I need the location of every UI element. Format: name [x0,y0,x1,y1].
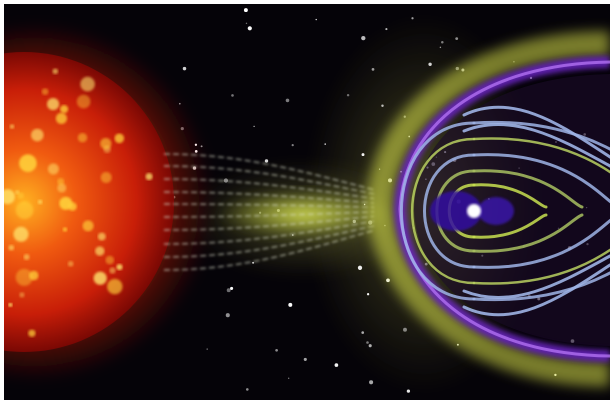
illustration-canvas [4,4,610,400]
star-icon [253,125,255,128]
star-icon [303,357,307,361]
star-icon [441,41,444,44]
star-icon [368,344,372,348]
star-icon [385,28,388,31]
star-icon [357,265,363,270]
sun-icon [4,22,214,382]
star-icon [245,388,249,391]
star-icon [231,94,234,97]
star-icon [252,261,255,264]
star-icon [324,143,326,145]
star-icon [403,327,407,332]
star-icon [223,178,229,183]
star-icon [439,46,442,49]
sun-earth-magnetosphere-illustration [4,4,610,400]
magnetosphere-icon [365,31,610,387]
star-icon [206,348,208,350]
star-icon [386,278,390,283]
star-icon [366,293,370,296]
star-icon [230,286,234,290]
star-icon [361,331,365,334]
star-icon [424,262,428,266]
star-icon [334,363,339,367]
earth-icon [467,204,481,218]
star-icon [245,22,248,25]
solar-wind-icon [163,153,394,271]
star-icon [369,380,374,385]
star-icon [225,313,230,318]
star-icon [264,159,269,163]
star-icon [361,153,365,157]
star-icon [366,341,369,344]
star-icon [182,66,187,71]
star-icon [381,104,384,107]
star-icon [285,98,290,103]
star-icon [361,35,366,41]
star-icon [288,302,293,307]
star-icon [406,389,411,393]
sun-surface-activity [4,68,153,337]
star-icon [275,348,278,352]
star-icon [428,62,432,66]
star-icon [411,17,414,20]
star-icon [247,26,252,31]
star-icon [291,143,294,147]
star-icon [346,93,350,97]
star-icon [315,18,317,21]
star-icon [226,288,231,293]
star-icon [243,8,248,13]
star-icon [371,68,375,71]
star-icon [455,37,459,40]
star-icon [288,377,290,379]
